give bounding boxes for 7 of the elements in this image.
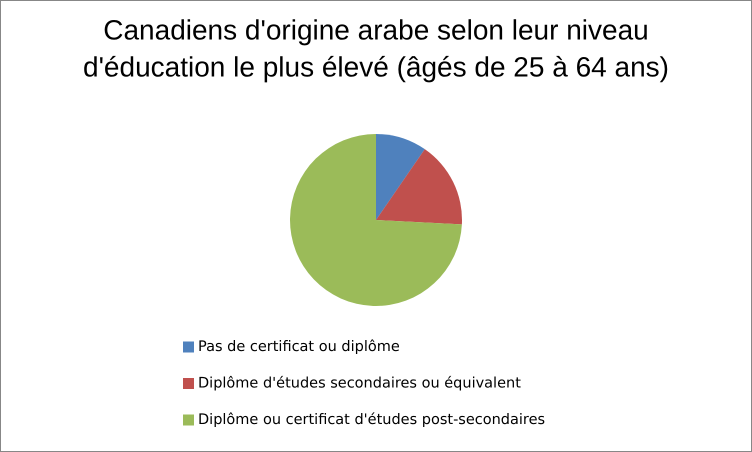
chart-title: Canadiens d'origine arabe selon leur niveau d'éducation le plus élevé (âgés de 25 à 64 ans) (83, 14, 669, 82)
legend-label: Pas de certificat ou diplôme (198, 339, 400, 355)
pie-slice (290, 134, 462, 306)
pie-slice (376, 134, 425, 220)
pie-slice (376, 149, 462, 224)
legend-label: Diplôme d'études secondaires ou équivalent (198, 376, 522, 392)
legend-label: Diplôme ou certificat d'études post-secondaires (198, 412, 546, 428)
